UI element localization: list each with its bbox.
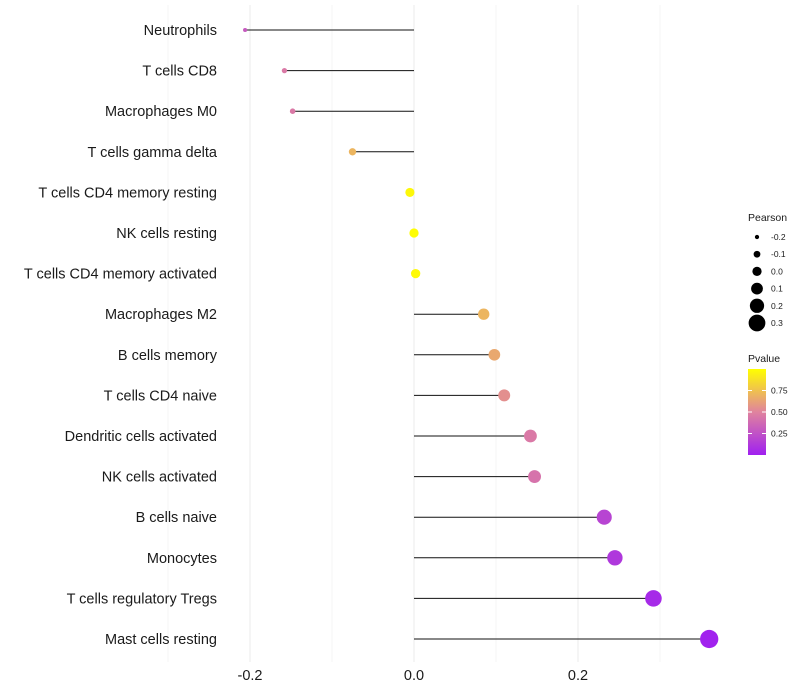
pearson-legend-label: -0.1 — [771, 249, 786, 259]
lollipop-stems — [245, 29, 710, 640]
lollipop-point — [281, 67, 288, 74]
pvalue-legend-label: 0.25 — [771, 429, 788, 439]
x-tick-label: -0.2 — [238, 668, 263, 684]
category-label: T cells CD4 memory resting — [38, 185, 217, 201]
category-label: NK cells activated — [102, 470, 217, 486]
category-label: T cells CD4 naive — [104, 388, 217, 404]
lollipop-point — [410, 268, 421, 279]
pearson-legend-title: Pearson — [748, 212, 787, 224]
lollipop-point — [409, 228, 419, 238]
pvalue-legend-label: 0.75 — [771, 386, 788, 396]
pearson-legend-label: 0.1 — [771, 284, 783, 294]
category-label: Neutrophils — [144, 23, 217, 39]
lollipop-point — [528, 470, 541, 484]
lollipop-point — [488, 348, 501, 361]
pearson-legend-key — [754, 234, 760, 240]
pvalue-colorbar — [748, 369, 766, 455]
category-label: T cells regulatory Tregs — [67, 591, 217, 607]
pvalue-color-legend: Pvalue 0.25 0.50 0.75 — [748, 353, 788, 455]
category-label: Macrophages M2 — [105, 307, 217, 323]
x-axis-tick-labels: -0.2 0.0 0.2 — [238, 668, 589, 684]
lollipop-point — [348, 148, 357, 156]
lollipop-point — [478, 308, 490, 320]
pearson-legend-key — [748, 314, 766, 332]
x-tick-label: 0.2 — [568, 668, 588, 684]
category-label: Dendritic cells activated — [65, 429, 217, 445]
lollipop-point — [524, 429, 537, 443]
lollipop-point — [607, 550, 623, 566]
pearson-size-legend: Pearson -0.2 -0.1 0.0 0.1 0.2 0.3 — [748, 212, 787, 332]
lollipop-point — [645, 590, 662, 607]
x-tick-label: 0.0 — [404, 668, 424, 684]
pearson-legend-label: 0.2 — [771, 301, 783, 311]
lollipop-point — [498, 389, 511, 402]
pearson-legend-label: 0.0 — [771, 266, 783, 276]
category-label: T cells CD4 memory activated — [24, 267, 217, 283]
pearson-legend-label: 0.3 — [771, 318, 783, 328]
pearson-legend-key — [749, 298, 765, 313]
lollipop-point — [289, 108, 296, 114]
pearson-legend-key — [753, 250, 761, 258]
pvalue-legend-title: Pvalue — [748, 353, 780, 365]
category-label: NK cells resting — [116, 226, 217, 242]
category-label: B cells naive — [136, 510, 217, 526]
lollipop-point — [596, 509, 612, 525]
category-label: T cells CD8 — [142, 64, 217, 80]
category-label: Monocytes — [147, 551, 217, 567]
pearson-legend-label: -0.2 — [771, 232, 786, 242]
grid-lines — [167, 5, 661, 662]
lollipop-point — [700, 629, 719, 649]
pearson-legend-key — [751, 282, 763, 295]
lollipop-point — [243, 27, 248, 33]
category-label: T cells gamma delta — [88, 145, 218, 161]
pvalue-legend-label: 0.50 — [771, 407, 788, 417]
category-label: Macrophages M0 — [105, 104, 217, 120]
pearson-legend-key — [752, 266, 762, 277]
category-label: B cells memory — [118, 348, 218, 364]
category-label: Mast cells resting — [105, 632, 217, 648]
category-labels: Neutrophils T cells CD8 Macrophages M0 T ce… — [24, 23, 218, 648]
lollipop-points — [243, 27, 719, 649]
lollipop-point — [405, 187, 415, 197]
